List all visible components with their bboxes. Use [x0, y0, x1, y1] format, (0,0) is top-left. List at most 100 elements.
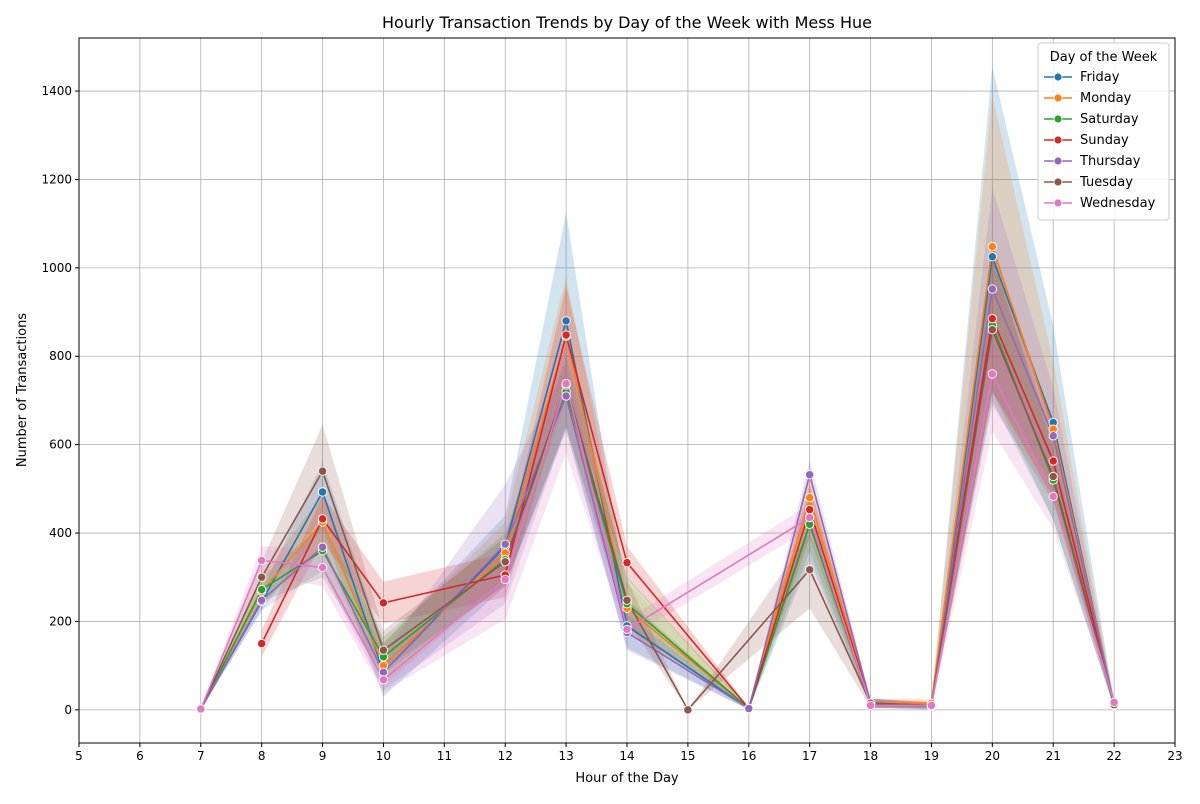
y-tick-label: 0: [64, 703, 72, 717]
point-wednesday: [500, 574, 510, 585]
point-thursday: [987, 284, 997, 294]
x-tick-label: 16: [741, 749, 756, 763]
x-tick-label: 10: [376, 749, 391, 763]
axis-ticks: 5 6 7 8 9 10 11 12 13 14 15 16 17 18 19 20 21 22 23 0 200 400…: [41, 84, 1182, 763]
legend-marker-saturday: [1053, 114, 1063, 124]
grid: [78, 38, 1176, 743]
y-tick-label: 1200: [41, 172, 72, 186]
chart-title: Hourly Transaction Trends by Day of the …: [382, 13, 872, 32]
point-wednesday: [805, 512, 815, 523]
legend-marker-thursday: [1053, 156, 1063, 166]
point-sunday: [987, 314, 997, 324]
band-saturday: [200, 259, 1115, 710]
x-axis-label: Hour of the Day: [575, 771, 679, 786]
point-wednesday: [317, 562, 328, 573]
point-wednesday: [1109, 697, 1119, 707]
point-tuesday: [257, 572, 267, 582]
y-tick-label: 1000: [41, 261, 72, 275]
band-tuesday: [200, 254, 1115, 710]
legend: Day of the Week Friday Monday Saturday Sunda…: [1037, 42, 1170, 221]
point-sunday: [561, 330, 571, 340]
point-tuesday: [378, 645, 389, 655]
point-sunday: [805, 504, 815, 515]
point-thursday: [500, 539, 510, 549]
legend-label-thursday: Thursday: [1079, 154, 1141, 169]
y-tick-label: 1400: [41, 84, 72, 98]
point-friday: [561, 316, 571, 326]
y-tick-label: 600: [49, 438, 72, 452]
x-tick-label: 6: [136, 749, 144, 763]
point-saturday: [257, 584, 267, 595]
point-wednesday: [926, 700, 937, 711]
point-thursday: [257, 595, 267, 605]
point-thursday: [1048, 431, 1058, 441]
point-wednesday: [1048, 491, 1058, 502]
point-sunday: [378, 598, 389, 608]
x-tick-label: 22: [1106, 749, 1121, 763]
legend-marker-monday: [1053, 93, 1063, 103]
point-tuesday: [317, 466, 328, 476]
point-thursday: [561, 391, 571, 401]
x-tick-label: 9: [319, 749, 327, 763]
band-sunday: [261, 245, 1115, 710]
legend-label-saturday: Saturday: [1080, 112, 1139, 127]
point-wednesday: [987, 369, 997, 379]
point-tuesday: [622, 595, 632, 605]
point-wednesday: [561, 378, 571, 389]
point-wednesday: [257, 555, 267, 566]
x-tick-label: 5: [75, 749, 83, 763]
x-tick-label: 14: [619, 749, 634, 763]
x-tick-label: 11: [437, 749, 452, 763]
x-tick-label: 18: [863, 749, 878, 763]
confidence-bands: [200, 66, 1115, 710]
legend-box: [1037, 42, 1170, 221]
point-monday: [987, 241, 997, 252]
x-tick-label: 21: [1046, 749, 1061, 763]
legend-label-sunday: Sunday: [1080, 133, 1129, 148]
point-friday: [317, 487, 328, 497]
point-monday: [805, 493, 815, 503]
point-thursday: [744, 703, 754, 714]
x-tick-label: 15: [680, 749, 695, 763]
x-tick-label: 13: [558, 749, 573, 763]
line-friday: [200, 256, 1115, 710]
x-tick-label: 12: [498, 749, 513, 763]
y-tick-label: 400: [49, 526, 72, 540]
point-thursday: [805, 470, 815, 480]
point-friday: [987, 252, 997, 262]
legend-label-monday: Monday: [1080, 91, 1132, 106]
line-tuesday: [200, 326, 1115, 712]
point-sunday: [1048, 456, 1058, 466]
legend-title: Day of the Week: [1050, 50, 1158, 65]
point-thursday: [317, 542, 328, 552]
point-tuesday: [805, 565, 815, 575]
x-tick-label: 20: [985, 749, 1000, 763]
point-wednesday: [622, 624, 632, 635]
legend-marker-friday: [1053, 72, 1063, 82]
point-sunday: [622, 558, 632, 568]
legend-label-friday: Friday: [1080, 70, 1120, 85]
legend-label-tuesday: Tuesday: [1079, 175, 1133, 190]
legend-label-wednesday: Wednesday: [1080, 196, 1156, 211]
point-tuesday: [987, 325, 997, 335]
x-tick-label: 7: [197, 749, 205, 763]
point-tuesday: [683, 705, 693, 715]
point-wednesday: [378, 675, 389, 685]
point-sunday: [317, 514, 328, 524]
series-markers: [196, 241, 1119, 715]
point-tuesday: [1048, 471, 1058, 482]
y-tick-label: 200: [49, 614, 72, 628]
point-wednesday: [865, 700, 876, 711]
line-thursday: [200, 286, 1115, 710]
point-sunday: [257, 638, 267, 649]
legend-marker-tuesday: [1053, 177, 1063, 187]
point-tuesday: [500, 557, 510, 567]
x-tick-label: 23: [1167, 749, 1182, 763]
y-tick-label: 800: [49, 349, 72, 363]
legend-marker-wednesday: [1053, 198, 1063, 208]
x-tick-label: 19: [924, 749, 939, 763]
line-monday: [200, 246, 1115, 710]
